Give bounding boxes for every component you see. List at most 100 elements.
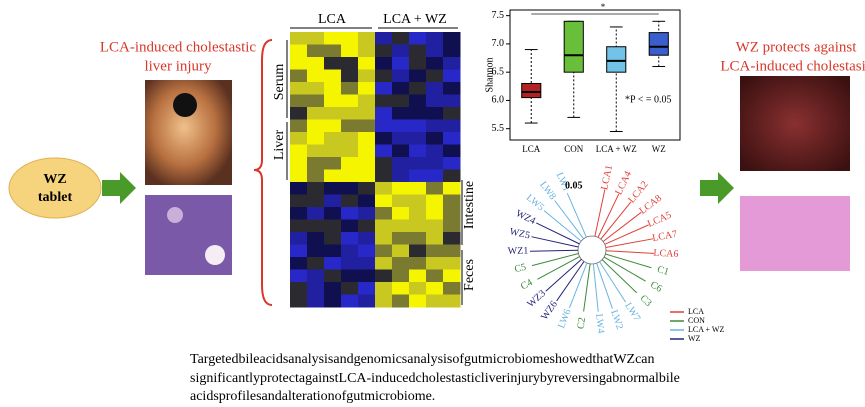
heatmap-cell [392,144,410,158]
heatmap-cell [409,282,427,295]
heatmap-cell [358,119,376,133]
heatmap-cell [290,207,308,220]
heatmap-cell [358,57,376,70]
heatmap-cell [307,269,325,283]
heatmap-cell [290,169,308,183]
leaf-label: C1 [656,264,670,278]
tree-scale: 0.05 [565,180,583,191]
heatmap-cell [341,157,359,170]
heatmap-cell [307,219,325,233]
heatmap-cell [426,32,444,45]
heatmap-cell [307,144,325,158]
heatmap-cell [409,169,427,183]
heatmap-cell [324,119,342,133]
branch [556,261,585,302]
heatmap-cell [443,232,461,245]
heatmap-cell [358,169,376,183]
legend-label: LCA + WZ [688,325,724,334]
heatmap-cell [324,57,342,70]
heatmap-cell [409,144,427,158]
annotation: *P < = 0.05 [625,94,671,105]
heatmap-cell [290,257,308,270]
heatmap-cell [341,282,359,295]
heatmap-cell [443,182,461,195]
heatmap-cell [409,44,427,58]
heatmap-cell [375,69,393,83]
heatmap-cell [443,194,461,208]
heatmap-cell [443,207,461,220]
heatmap-cell [290,132,308,145]
branch [531,253,579,267]
heatmap-cell [324,69,342,83]
heatmap-cell [324,132,342,145]
heatmap-cell [307,107,325,120]
leaf-label: C3 [638,293,654,309]
boxplot: Shannon 5.5 6.0 6.5 7.0 7.5 LCA CON LCA + WZ WZ * *… [484,2,681,154]
heatmap-cell [409,269,427,283]
heatmap-cell [443,94,461,108]
heatmap-cell [290,219,308,233]
heatmap-cell [290,157,308,170]
right-title: LCA-induced cholestasis [720,58,865,74]
heatmap-cell [426,144,444,158]
heatmap-row-group: Liver [272,130,287,161]
heatmap-cell [426,82,444,95]
heatmap-cell [324,294,342,308]
heatmap-cell [375,219,393,233]
heatmap-cell [392,207,410,220]
heatmap-cell [443,157,461,170]
heatmap-cell [307,44,325,58]
heatmap-cell [392,269,410,283]
heatmap-cell [341,244,359,258]
heatmap-cell [443,294,461,308]
heatmap-cell [290,194,308,208]
heatmap-cell [392,219,410,233]
heatmap-cell [375,207,393,220]
heatmap-cell [409,82,427,95]
heatmap-cell [341,269,359,283]
heatmap-cell [290,294,308,308]
heatmap-cell [358,269,376,283]
heatmap-cell [443,219,461,233]
arrow [700,172,734,204]
heatmap-cell [290,69,308,83]
heatmap-cell [375,269,393,283]
heatmap-cell [409,94,427,108]
heatmap-cell [409,107,427,120]
heatmap-cell [290,94,308,108]
heatmap-cell [375,144,393,158]
heatmap-cell [324,144,342,158]
heatmap-cell [426,232,444,245]
heatmap-cell [358,219,376,233]
heatmap-cell [324,182,342,195]
heatmap-cell [341,169,359,183]
heatmap-cell [358,82,376,95]
x-tick-label: CON [564,144,584,154]
heatmap-cell [392,57,410,70]
box [606,46,627,73]
heatmap-cell [392,232,410,245]
pill-label: tablet [38,190,73,205]
histology-photo [740,196,850,271]
caption: Targetedbileacidsanalysisandgenomicsanal… [190,352,655,367]
branch [536,222,580,245]
box [563,20,584,73]
heatmap-cell [426,244,444,258]
heatmap-cell [392,194,410,208]
leaf-label: C4 [519,277,534,292]
histology-detail [167,207,183,223]
heatmap-cell [358,182,376,195]
heatmap-cell [307,94,325,108]
box [521,82,542,99]
heatmap-cell [324,94,342,108]
heatmap-cell [392,107,410,120]
branch [537,256,580,280]
branch [554,200,584,240]
heatmap-cell [324,169,342,183]
heatmap-cell [358,69,376,83]
heatmap-cell [375,194,393,208]
heatmap-cell [409,244,427,258]
leaf-label: WZ6 [539,299,560,322]
heatmap-row-group: Intestine [462,181,477,229]
heatmap-cell [375,294,393,308]
